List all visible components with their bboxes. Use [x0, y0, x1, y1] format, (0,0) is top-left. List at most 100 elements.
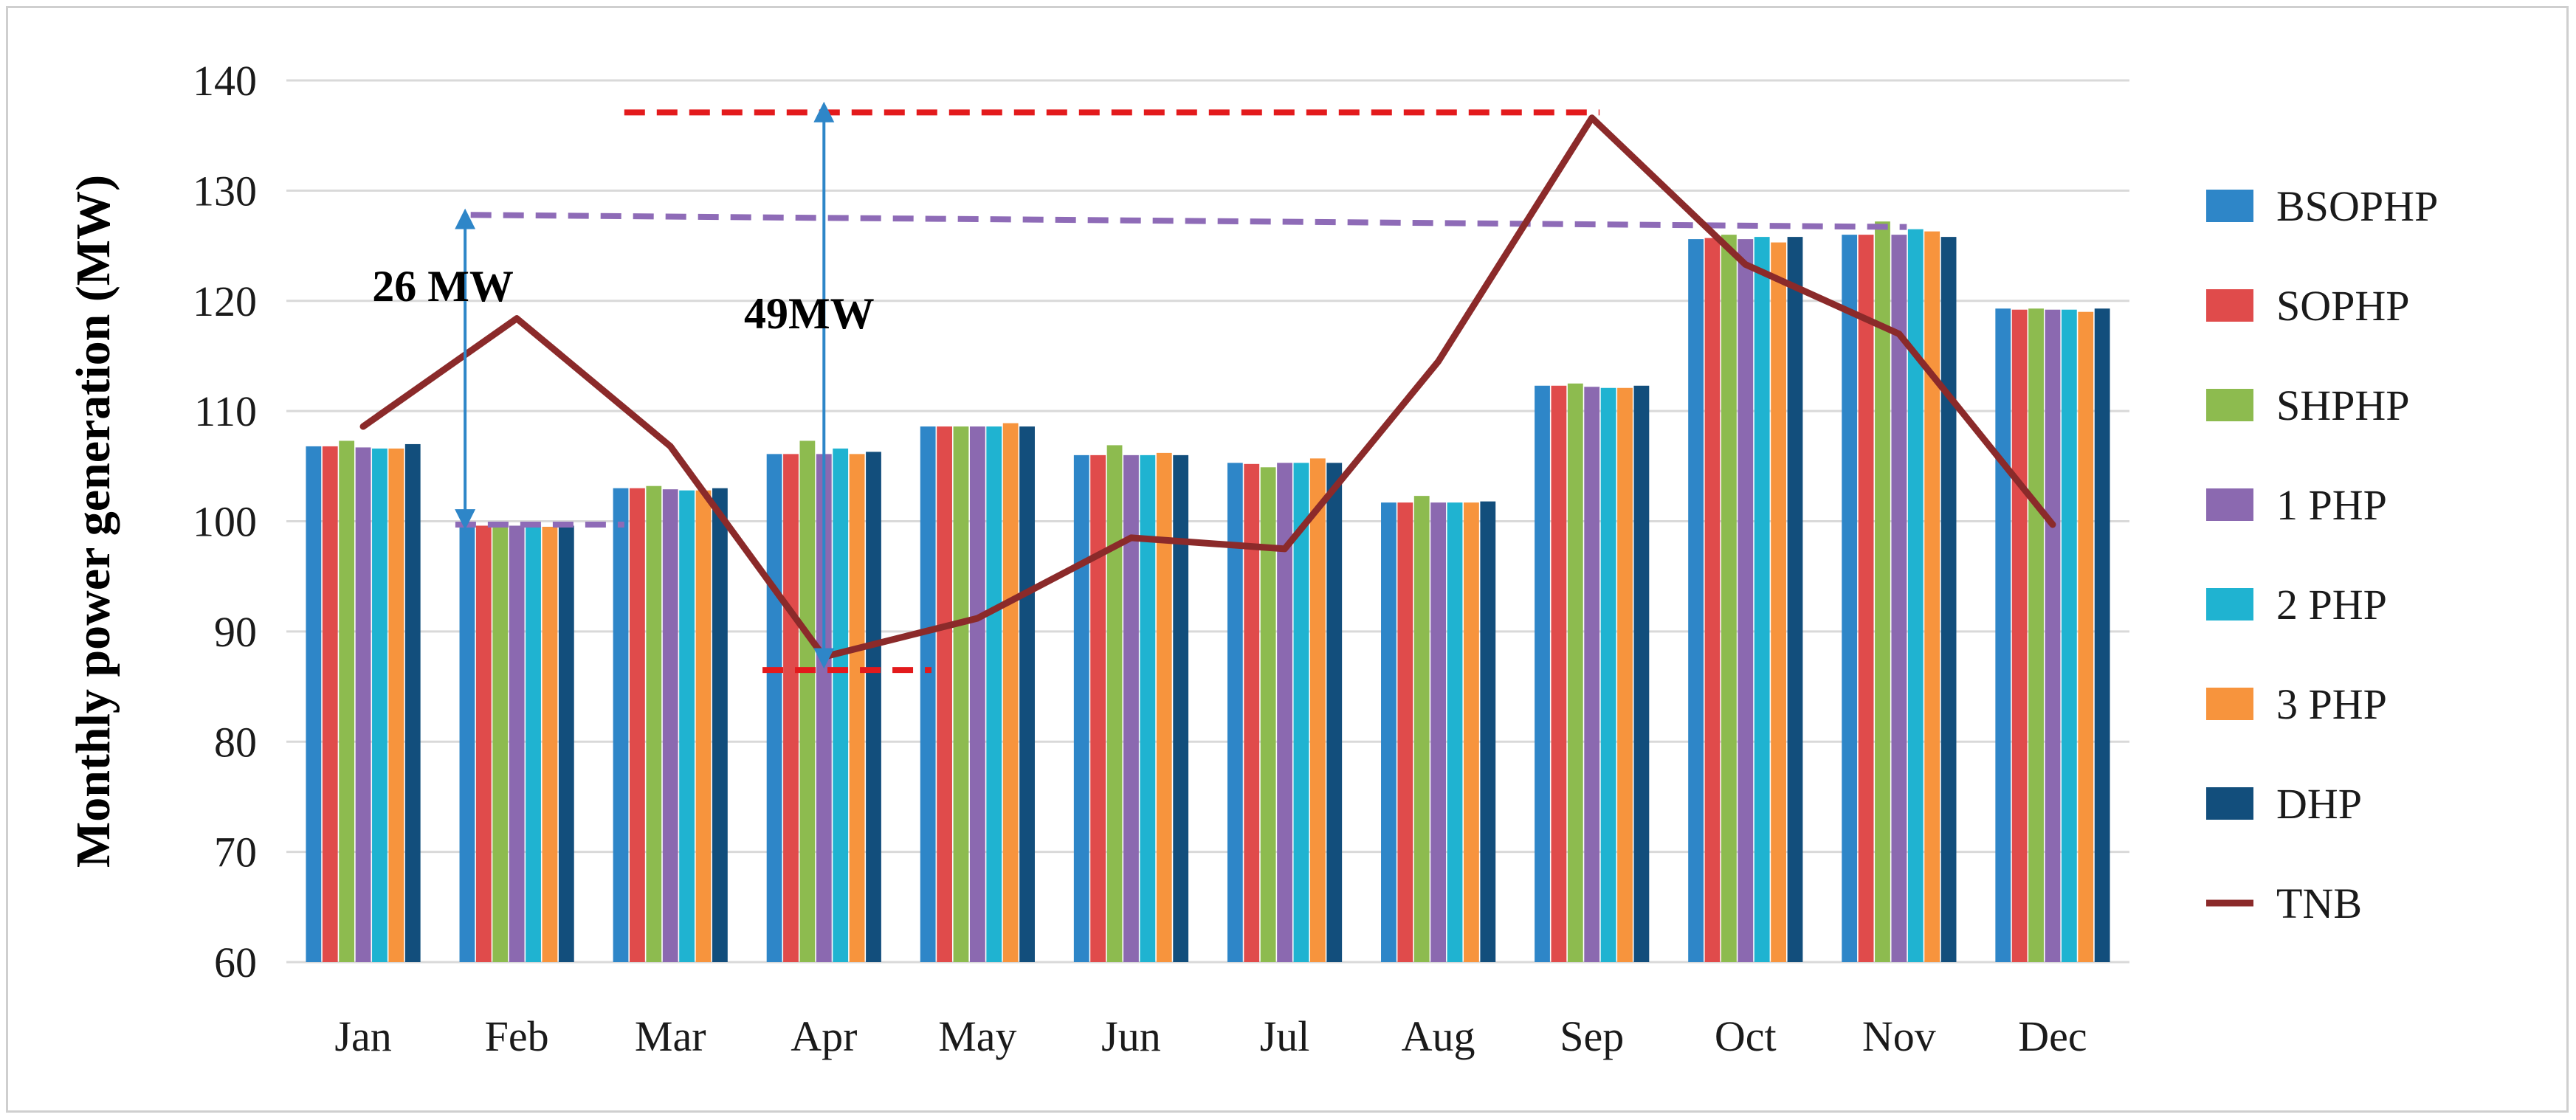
bar-shphp: [646, 485, 662, 962]
y-tick-label: 70: [214, 829, 257, 877]
legend-label: DHP: [2276, 780, 2362, 828]
x-tick-label: Jan: [334, 1012, 391, 1060]
bar-shphp: [953, 426, 969, 962]
bar-shphp: [1260, 467, 1276, 962]
bar-bsophp: [613, 488, 629, 962]
legend-label: 1 PHP: [2276, 481, 2387, 529]
legend-swatch: [2206, 289, 2253, 322]
legend-swatch: [2206, 588, 2253, 621]
bar-sophp: [1090, 454, 1106, 962]
y-tick-label: 60: [214, 938, 257, 986]
bar-3-php: [1464, 502, 1479, 962]
legend-label: TNB: [2276, 879, 2362, 927]
bar-3-php: [849, 454, 865, 962]
legend-label: 2 PHP: [2276, 581, 2387, 629]
y-tick-label: 110: [194, 387, 257, 435]
bar-2-php: [1600, 387, 1616, 962]
x-tick-label: Oct: [1715, 1012, 1777, 1060]
bar-bsophp: [766, 454, 782, 962]
x-tick-label: Apr: [791, 1012, 857, 1060]
bar-3-php: [1309, 458, 1326, 962]
legend: BSOPHP SOPHP SHPHP 1 PHP 2 PHP 3 PHP DHP TNB: [2206, 182, 2438, 927]
bar-dhp: [1787, 237, 1803, 962]
bar-sophp: [322, 446, 338, 962]
bar-shphp: [1721, 235, 1737, 962]
bar-shphp: [2028, 308, 2044, 962]
bar-2-php: [526, 525, 541, 962]
x-tick-labels: Jan Feb Mar Apr May Jun Jul Aug Sep Oct Nov Dec: [334, 1012, 2087, 1060]
bar-2-php: [986, 426, 1002, 962]
bar-dhp: [1940, 237, 1957, 962]
bar-bsophp: [1995, 308, 2011, 962]
bar-dhp: [1633, 385, 1650, 962]
line-series: [359, 114, 2056, 660]
bar-sophp: [475, 525, 492, 962]
bar-3-php: [388, 448, 404, 962]
bar-2-php: [1140, 454, 1156, 962]
bar-1-php: [1891, 235, 1907, 962]
legend-label: 3 PHP: [2276, 680, 2387, 728]
bar-sophp: [1244, 463, 1260, 962]
bar-shphp: [492, 522, 509, 962]
bar-1-php: [2045, 309, 2061, 962]
annotation-label: 49MW: [744, 289, 875, 338]
y-tick-label: 90: [214, 608, 257, 656]
bar-sophp: [1704, 238, 1721, 962]
bar-dhp: [712, 488, 728, 962]
line-tnb: [359, 114, 2056, 660]
bar-1-php: [509, 525, 525, 962]
bar-bsophp: [1073, 454, 1089, 962]
y-tick-labels: 60 70 80 90 100 110 120 130 140: [193, 57, 257, 986]
x-tick-label: May: [938, 1012, 1016, 1060]
bar-2-php: [372, 448, 388, 962]
bar-dhp: [1173, 454, 1189, 962]
bar-bsophp: [1688, 239, 1704, 963]
bar-2-php: [1907, 229, 1924, 962]
legend-swatch: [2206, 389, 2253, 421]
bar-dhp: [1480, 501, 1496, 962]
bar-dhp: [866, 452, 881, 962]
bar-shphp: [799, 440, 816, 962]
bar-sophp: [1551, 385, 1567, 962]
bar-sophp: [937, 426, 952, 962]
bar-shphp: [1875, 221, 1890, 962]
bar-1-php: [1277, 463, 1292, 962]
legend-swatch: [2206, 190, 2253, 222]
bar-2-php: [1293, 463, 1309, 962]
bar-3-php: [2078, 311, 2094, 962]
bar-bsophp: [1842, 235, 1858, 962]
bar-2-php: [1754, 237, 1770, 962]
bar-3-php: [1924, 231, 1940, 962]
bar-3-php: [695, 490, 712, 962]
bar-bsophp: [306, 446, 322, 962]
bar-3-php: [1771, 242, 1786, 962]
grid-lines: [286, 79, 2129, 964]
bar-shphp: [1567, 383, 1583, 962]
bar-1-php: [1430, 502, 1447, 962]
y-tick-label: 80: [214, 718, 257, 766]
bar-3-php: [1002, 423, 1019, 962]
bar-shphp: [339, 440, 355, 962]
bar-sophp: [1397, 502, 1413, 962]
bar-bsophp: [1535, 385, 1550, 962]
bar-3-php: [1156, 452, 1172, 962]
bar-bsophp: [459, 525, 475, 962]
bar-dhp: [2094, 308, 2110, 962]
legend-label: BSOPHP: [2276, 182, 2438, 230]
bar-bsophp: [1227, 463, 1243, 962]
bar-3-php: [1617, 387, 1633, 962]
bar-dhp: [558, 525, 574, 962]
bar-sophp: [630, 488, 645, 962]
legend-label: SHPHP: [2276, 381, 2410, 429]
bar-sophp: [2011, 309, 2028, 962]
bar-1-php: [1584, 387, 1600, 962]
reference-lines: [455, 109, 1907, 674]
chart-frame: 60 70 80 90 100 110 120 130 140 Jan Feb Mar Apr May J…: [6, 6, 2569, 1113]
bar-dhp: [1019, 426, 1035, 962]
bar-sophp: [783, 454, 799, 962]
x-tick-label: Mar: [635, 1012, 706, 1060]
annotations: 26 MW 49MW: [372, 101, 875, 669]
x-tick-label: Feb: [485, 1012, 549, 1060]
y-tick-label: 100: [193, 498, 257, 546]
